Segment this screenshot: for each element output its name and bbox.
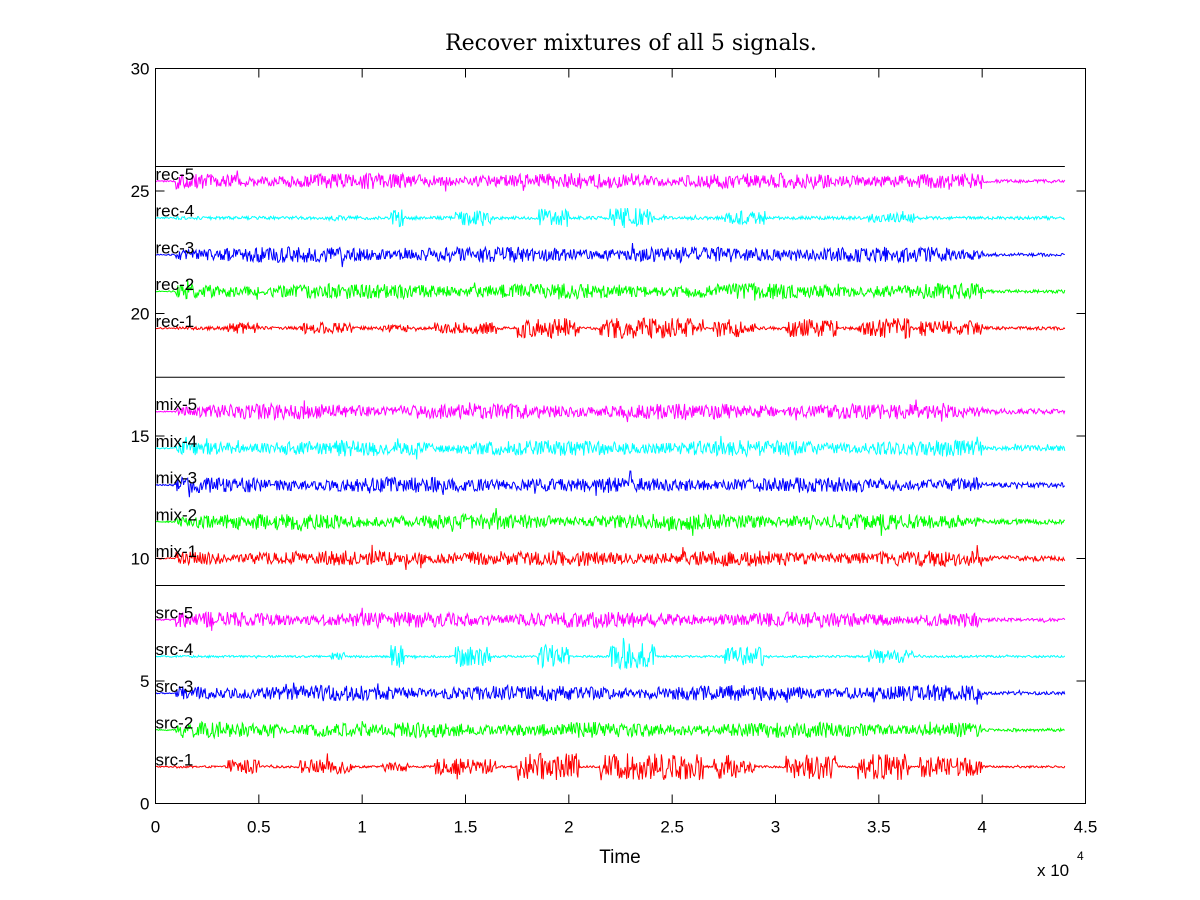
x-tick-label: 1.5 — [454, 818, 478, 837]
series-layer — [155, 170, 1066, 781]
series-line-rec-4 — [155, 208, 1066, 229]
series-label-src-4: src-4 — [156, 640, 194, 659]
x-axis-title: Time — [599, 847, 641, 868]
x-tick-label: 2.5 — [660, 818, 684, 837]
y-tick-label: 10 — [131, 550, 150, 569]
series-label-rec-3: rec-3 — [156, 238, 195, 257]
series-label-src-5: src-5 — [156, 603, 194, 622]
series-line-src-3 — [155, 682, 1066, 705]
series-line-rec-3 — [155, 243, 1065, 268]
x-axis-multiplier: x 10 — [1037, 861, 1069, 880]
x-tick-label: 0 — [151, 818, 160, 837]
series-label-rec-1: rec-1 — [156, 312, 195, 331]
series-label-rec-4: rec-4 — [156, 202, 195, 221]
x-tick-label: 3.5 — [867, 818, 891, 837]
series-line-rec-1 — [155, 317, 1066, 340]
x-tick-label: 0.5 — [247, 818, 271, 837]
series-line-rec-2 — [155, 279, 1066, 301]
series-line-rec-5 — [155, 170, 1066, 192]
y-tick-label: 25 — [131, 182, 150, 201]
x-tick-label: 4.5 — [1074, 818, 1098, 837]
series-line-src-4 — [155, 637, 1066, 671]
y-tick-label: 15 — [131, 427, 150, 446]
y-tick-label: 5 — [140, 672, 149, 691]
series-label-mix-3: mix-3 — [156, 469, 198, 488]
x-tick-label: 1 — [357, 818, 366, 837]
y-tick-label: 20 — [131, 305, 150, 324]
series-label-src-3: src-3 — [156, 677, 194, 696]
series-label-src-2: src-2 — [156, 714, 194, 733]
series-line-mix-1 — [155, 544, 1066, 570]
y-tick-label: 30 — [131, 60, 150, 79]
series-label-mix-4: mix-4 — [156, 432, 198, 451]
chart-title: Recover mixtures of all 5 signals. — [445, 31, 817, 56]
series-label-src-1: src-1 — [156, 750, 194, 769]
series-line-mix-3 — [155, 470, 1066, 498]
y-tick-label: 0 — [140, 795, 149, 814]
series-line-src-2 — [155, 720, 1065, 740]
series-line-mix-2 — [155, 508, 1065, 536]
x-tick-label: 4 — [977, 818, 986, 837]
axes-box — [155, 68, 1086, 804]
series-line-src-5 — [155, 607, 1066, 631]
label-layer: src-1 src-2 src-3 src-4 src-5 mix-1 mix-2 mix-3… — [156, 165, 198, 770]
series-label-rec-5: rec-5 — [156, 165, 195, 184]
series-label-mix-2: mix-2 — [156, 505, 198, 524]
series-label-mix-5: mix-5 — [156, 395, 198, 414]
x-tick-label: 3 — [771, 818, 780, 837]
series-label-mix-1: mix-1 — [156, 542, 198, 561]
x-tick-label: 2 — [564, 818, 573, 837]
series-line-mix-5 — [155, 399, 1066, 423]
series-label-rec-2: rec-2 — [156, 275, 195, 294]
series-line-src-1 — [155, 752, 1066, 781]
series-line-mix-4 — [155, 435, 1066, 460]
x-axis-multiplier-exponent: 4 — [1077, 849, 1084, 863]
separator-layer — [155, 166, 1065, 586]
